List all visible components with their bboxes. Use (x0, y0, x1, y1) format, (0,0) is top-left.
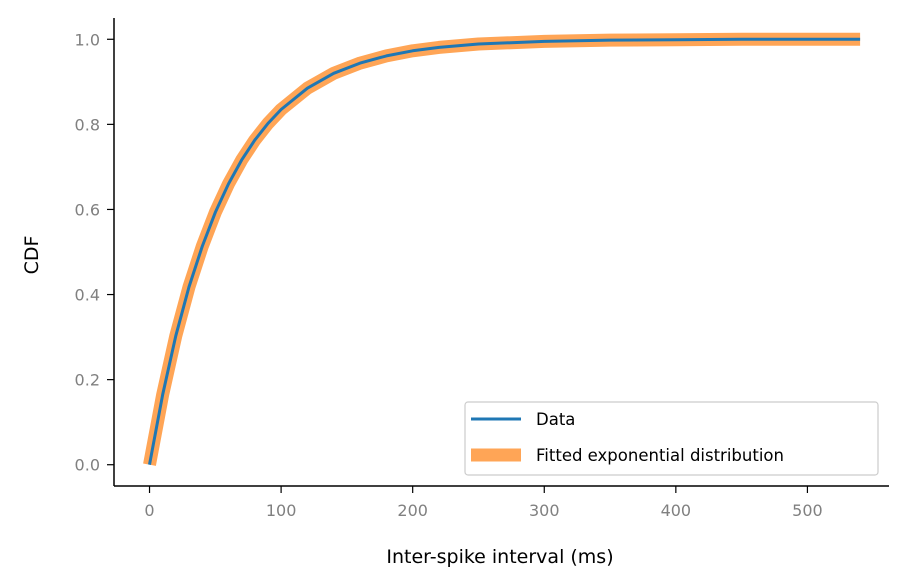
legend-label-data: Data (536, 410, 575, 429)
legend-frame (464, 401, 879, 476)
x-tick-label: 0 (144, 501, 154, 520)
x-axis-label: Inter-spike interval (ms) (386, 546, 613, 568)
series-line-data (148, 37, 861, 465)
x-tick-label: 100 (266, 501, 297, 520)
series-lines (143, 32, 861, 466)
y-tick-label: 0.8 (75, 115, 100, 134)
x-tick-label: 400 (661, 501, 692, 520)
y-tick-label: 0.0 (75, 456, 100, 475)
y-tick-label: 0.2 (75, 371, 100, 390)
y-tick-label: 0.4 (75, 286, 100, 305)
ticks: 0 100 200 300 400 500 0.0 0.2 0.4 0.6 0.8 1.0 (75, 30, 823, 520)
legend-label-fitted: Fitted exponential distribution (536, 446, 784, 465)
x-tick-label: 300 (529, 501, 560, 520)
series-line-fitted-exponential (143, 32, 861, 466)
axes (113, 18, 889, 487)
y-axis-label: CDF (21, 236, 43, 275)
y-tick-label: 0.6 (75, 200, 100, 219)
x-tick-label: 200 (397, 501, 428, 520)
legend: Data Fitted exponential distribution (464, 401, 879, 476)
y-tick-label: 1.0 (75, 30, 100, 49)
x-tick-label: 500 (792, 501, 823, 520)
